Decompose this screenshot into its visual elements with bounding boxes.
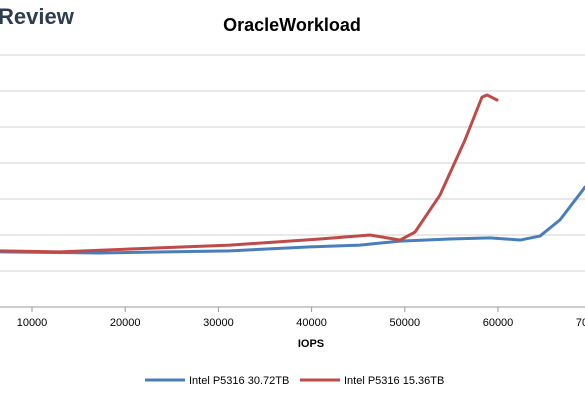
x-tick-label: 50000 xyxy=(390,317,421,329)
x-tick-label: 30000 xyxy=(203,317,234,329)
series-line xyxy=(0,185,585,255)
legend-label: Intel P5316 15.36TB xyxy=(344,375,444,387)
legend-label: Intel P5316 30.72TB xyxy=(189,375,289,387)
x-tick-label: 70000 xyxy=(576,317,585,329)
series-line xyxy=(0,93,499,254)
x-tick-label: 60000 xyxy=(483,317,514,329)
logo: Review xyxy=(0,4,75,29)
x-axis-label: IOPS xyxy=(298,338,324,350)
chart-title: OracleWorkload xyxy=(223,15,361,35)
x-tick-label: 10000 xyxy=(17,317,48,329)
x-tick-label: 20000 xyxy=(110,317,141,329)
x-tick-label: 40000 xyxy=(296,317,327,329)
